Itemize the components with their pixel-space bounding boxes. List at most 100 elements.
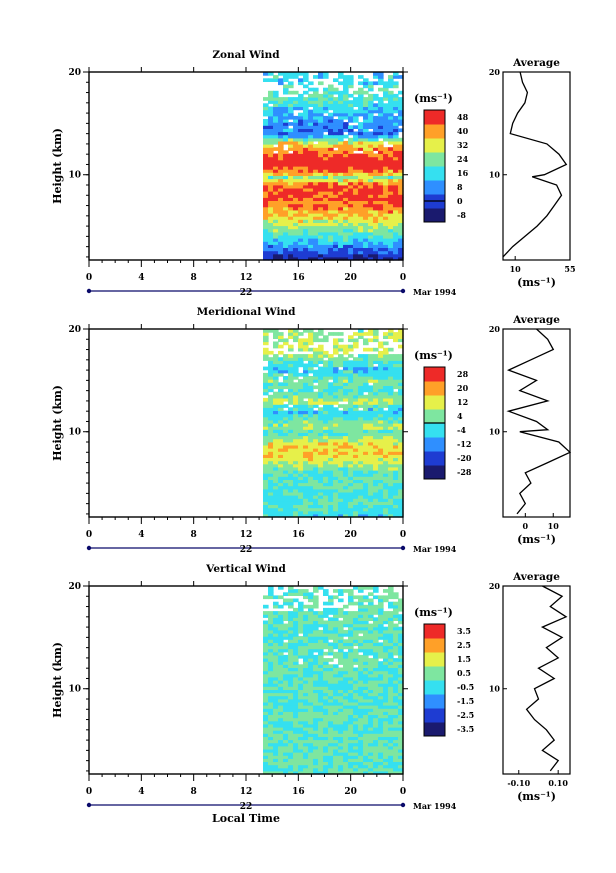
panel-title: Meridional Wind (197, 306, 296, 318)
heatmap-cell (263, 332, 269, 336)
heatmap-cell (333, 733, 339, 737)
heatmap-cell (373, 607, 379, 612)
heatmap-cell (363, 633, 369, 637)
heatmap-cell (353, 654, 359, 659)
heatmap-cell (288, 172, 294, 176)
heatmap-cell (268, 745, 274, 750)
heatmap-cell (373, 736, 379, 741)
heatmap-cell (343, 379, 349, 383)
heatmap-cell (343, 372, 349, 377)
heatmap-cell (343, 485, 349, 490)
heatmap-cell (303, 767, 309, 772)
heatmap-cell (263, 106, 269, 111)
heatmap-cell (298, 112, 304, 117)
colorbar-swatch (424, 423, 445, 438)
heatmap-cell (313, 169, 319, 173)
heatmap-cell (378, 510, 384, 515)
heatmap-cell (398, 676, 404, 681)
heatmap-cell (373, 633, 379, 637)
heatmap-cell (338, 147, 344, 151)
heatmap-cell (273, 203, 279, 208)
heatmap-cell (318, 504, 324, 509)
day-bar-end (400, 288, 406, 294)
heatmap-cell (293, 72, 299, 76)
heatmap-cell (273, 366, 279, 371)
colorbar-tick-label: 20 (457, 383, 469, 393)
heatmap-cell (368, 457, 374, 462)
heatmap-cell (358, 206, 364, 211)
heatmap-cell (298, 219, 304, 223)
heatmap-cell (293, 482, 299, 487)
heatmap-cell (373, 723, 379, 728)
heatmap-cell (398, 755, 404, 759)
heatmap-cell (328, 673, 334, 678)
heatmap-cell (393, 495, 399, 499)
heatmap-cell (323, 645, 329, 650)
heatmap-cell (333, 366, 339, 371)
heatmap-cell (308, 244, 314, 248)
heatmap-cell (278, 172, 284, 176)
heatmap-cell (333, 109, 339, 114)
heatmap-cell (373, 410, 379, 415)
heatmap-cell (333, 670, 339, 675)
heatmap-cell (293, 770, 299, 775)
heatmap-cell (358, 250, 364, 255)
heatmap-cell (308, 727, 314, 731)
heatmap-cell (383, 761, 389, 766)
heatmap-cell (313, 128, 319, 133)
heatmap-cell (368, 758, 374, 762)
heatmap-cell (273, 206, 279, 211)
heatmap-cell (338, 651, 344, 656)
heatmap-cell (333, 222, 339, 227)
heatmap-cell (378, 736, 384, 741)
heatmap-cell (268, 250, 274, 255)
heatmap-cell (318, 727, 324, 731)
heatmap-cell (308, 667, 314, 672)
heatmap-cell (323, 639, 329, 643)
heatmap-cell (323, 482, 329, 487)
heatmap-cell (323, 144, 329, 148)
heatmap-cell (368, 372, 374, 377)
heatmap-cell (273, 106, 279, 111)
heatmap-cell (338, 112, 344, 117)
heatmap-cell (363, 595, 369, 600)
heatmap-cell (273, 689, 279, 694)
heatmap-cell (393, 413, 399, 418)
heatmap-cell (278, 454, 284, 458)
heatmap-cell (348, 369, 354, 374)
heatmap-cell (313, 470, 319, 474)
heatmap-cell (378, 222, 384, 227)
heatmap-cell (263, 213, 269, 217)
heatmap-cell (323, 363, 329, 368)
heatmap-cell (298, 720, 304, 725)
heatmap-cell (323, 488, 329, 493)
heatmap-cell (368, 664, 374, 668)
heatmap-cell (338, 626, 344, 631)
heatmap-cell (313, 466, 319, 471)
heatmap-cell (378, 247, 384, 252)
heatmap-cell (308, 341, 314, 346)
heatmap-cell (333, 664, 339, 668)
heatmap-cell (378, 683, 384, 687)
heatmap-cell (328, 629, 334, 634)
heatmap-cell (373, 586, 379, 590)
heatmap-cell (358, 770, 364, 775)
heatmap-cell (363, 169, 369, 173)
heatmap-cell (313, 234, 319, 239)
heatmap-cell (298, 181, 304, 186)
heatmap-cell (288, 620, 294, 625)
heatmap-cell (368, 438, 374, 443)
heatmap-cell (358, 670, 364, 675)
heatmap-cell (298, 200, 304, 205)
heatmap-cell (293, 701, 299, 706)
heatmap-cell (298, 485, 304, 490)
heatmap-cell (273, 432, 279, 437)
heatmap-cell (273, 510, 279, 515)
heatmap-cell (333, 416, 339, 421)
heatmap-cell (308, 162, 314, 167)
heatmap-cell (343, 717, 349, 722)
heatmap-cell (383, 357, 389, 361)
heatmap-cell (288, 335, 294, 339)
heatmap-cell (318, 623, 324, 628)
heatmap-cell (383, 404, 389, 408)
